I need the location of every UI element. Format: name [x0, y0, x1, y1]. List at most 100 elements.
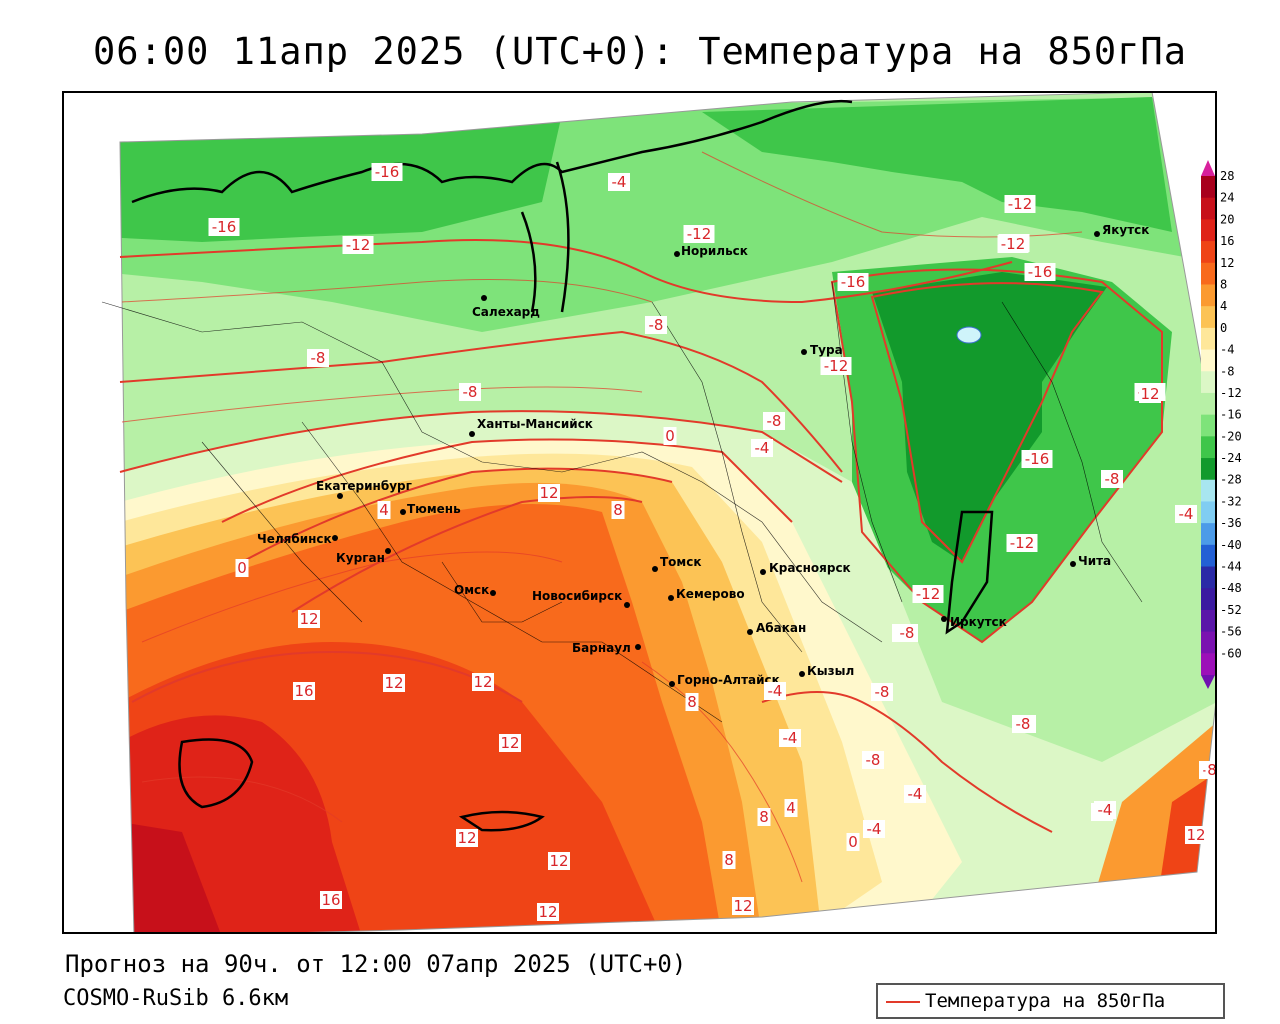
city-tomsk: Томск [660, 555, 702, 569]
contour-label: 8 [1205, 761, 1215, 779]
contour-label: 8 [611, 501, 625, 519]
svg-text:-12: -12 [346, 236, 371, 254]
colorbar-swatch [1201, 176, 1215, 199]
svg-text:-8: -8 [1016, 715, 1031, 733]
contour-label: 12 [548, 852, 570, 870]
contour-label: -12 [1004, 195, 1036, 213]
colorbar-tick-label: 20 [1220, 212, 1234, 226]
svg-text:-12: -12 [1010, 534, 1035, 552]
city-tyumen: Тюмень [407, 502, 461, 516]
svg-text:12: 12 [549, 852, 568, 870]
color-scale: 28 24 20 16 12 8 4 0 -4 -8 -12 -16 -20 -24 -28 -32 -36 -4… [1201, 160, 1242, 689]
city-yekaterinburg: Екатеринбург [316, 479, 412, 493]
contour-label: -16 [1021, 450, 1053, 468]
contour-label: -12 [997, 235, 1029, 253]
colorbar-tick-label: -28 [1220, 473, 1242, 487]
contour-label: -12 [683, 225, 715, 243]
colorbar-swatch [1201, 349, 1215, 372]
contour-label: -16 [837, 273, 869, 291]
contour-label: -4 [904, 785, 926, 803]
colorbar-tick-label: -40 [1220, 538, 1242, 552]
svg-text:16: 16 [294, 682, 313, 700]
colorbar-tick-label: -32 [1220, 494, 1242, 508]
colorbar-swatch [1201, 566, 1215, 589]
contour-labels: -16-16-12-12-12-12-16-16-8-8-8-12-12-8-8… [208, 163, 1215, 921]
svg-text:12: 12 [457, 829, 476, 847]
svg-text:12: 12 [539, 484, 558, 502]
colorbar-swatch [1201, 262, 1215, 285]
contour-label: -8 [645, 316, 667, 334]
legend-label: Температура на 850гПа [925, 990, 1166, 1012]
city-novosibirsk: Новосибирск [532, 589, 622, 603]
svg-text:-12: -12 [824, 357, 849, 375]
city-khanty-mansiysk: Ханты-Мансийск [477, 417, 593, 431]
svg-text:-16: -16 [375, 163, 400, 181]
contour-label: 16 [293, 682, 315, 700]
colorbar-swatch [1201, 458, 1215, 481]
colorbar-tick-label: 16 [1220, 234, 1234, 248]
colorbar-tick-label: -48 [1220, 581, 1242, 595]
colorbar-swatch [1201, 653, 1215, 676]
legend-line-swatch [886, 1001, 920, 1003]
model-name: COSMO-RuSib 6.6км [63, 986, 289, 1011]
colorbar-tick-label: 24 [1220, 191, 1234, 205]
svg-text:8: 8 [613, 501, 623, 519]
contour-label: -12 [912, 585, 944, 603]
svg-text:-12: -12 [916, 585, 941, 603]
city-yakutsk: Якутск [1102, 223, 1149, 237]
contour-label: -8 [896, 624, 918, 642]
forecast-info: Прогноз на 90ч. от 12:00 07апр 2025 (UTC… [65, 950, 687, 978]
svg-text:-4: -4 [1179, 505, 1194, 523]
colorbar-tick-label: -44 [1220, 560, 1242, 574]
city-salekhard: Салехард [472, 305, 540, 319]
svg-text:-16: -16 [212, 218, 237, 236]
svg-text:-4: -4 [908, 785, 923, 803]
svg-text:-4: -4 [1098, 801, 1113, 819]
contour-label: -4 [608, 173, 630, 191]
svg-text:4: 4 [379, 501, 389, 519]
colorbar-tick-label: -12 [1220, 386, 1242, 400]
colorbar-swatch [1201, 414, 1215, 437]
svg-text:-8: -8 [1105, 470, 1120, 488]
contour-label: -8 [459, 383, 481, 401]
contour-label: -4 [863, 820, 885, 838]
city-irkutsk: Иркутск [950, 615, 1007, 629]
contour-label: 8 [722, 851, 736, 869]
city-kurgan: Курган [336, 551, 385, 565]
contour-label: 12 [1139, 385, 1161, 403]
svg-text:-8: -8 [875, 683, 890, 701]
svg-text:0: 0 [237, 559, 247, 577]
svg-text:16: 16 [321, 891, 340, 909]
svg-text:-8: -8 [767, 412, 782, 430]
contour-label: 12 [456, 829, 478, 847]
contour-label: -8 [763, 412, 785, 430]
svg-text:-12: -12 [687, 225, 712, 243]
contour-label: 12 [383, 674, 405, 692]
colorbar-swatch [1201, 609, 1215, 633]
contour-label: -4 [779, 729, 801, 747]
colorbar-swatch [1201, 588, 1215, 611]
contour-label: 12 [538, 484, 560, 502]
map-canvas: Салехард Норильск Якутск Тура Ханты-Манс… [64, 93, 1215, 932]
colorbar-swatch [1201, 371, 1215, 394]
contour-label: 4 [784, 799, 798, 817]
contour-label: -4 [764, 682, 786, 700]
svg-text:-16: -16 [841, 273, 866, 291]
svg-text:-4: -4 [755, 439, 770, 457]
svg-text:8: 8 [1207, 761, 1215, 779]
colorbar-swatch [1201, 436, 1215, 459]
colorbar-swatch [1201, 501, 1215, 524]
colorbar-swatch [1201, 284, 1215, 307]
contour-label: -8 [862, 751, 884, 769]
svg-text:-8: -8 [900, 624, 915, 642]
temperature-map[interactable]: Салехард Норильск Якутск Тура Ханты-Манс… [62, 91, 1217, 934]
svg-text:8: 8 [759, 808, 769, 826]
contour-label: -8 [1101, 470, 1123, 488]
svg-text:-16: -16 [1028, 263, 1053, 281]
colorbar-swatch [1201, 392, 1215, 416]
svg-text:-4: -4 [612, 173, 627, 191]
svg-text:-12: -12 [1001, 235, 1026, 253]
colorbar-swatch [1201, 219, 1215, 242]
contour-label: -8 [307, 349, 329, 367]
colorbar-tick-label: -52 [1220, 603, 1242, 617]
